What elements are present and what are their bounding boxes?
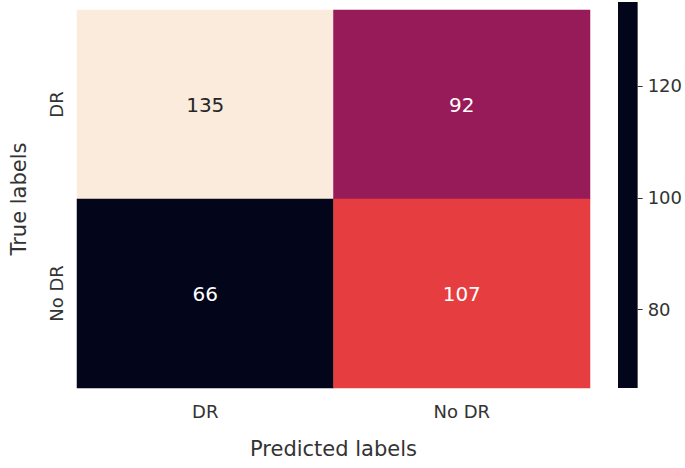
- svg-text:92: 92: [449, 93, 474, 117]
- svg-text:DR: DR: [192, 401, 218, 422]
- svg-text:Predicted labels: Predicted labels: [250, 437, 417, 461]
- svg-text:135: 135: [186, 93, 224, 117]
- svg-text:80: 80: [648, 299, 671, 320]
- svg-text:107: 107: [443, 282, 481, 306]
- svg-text:No DR: No DR: [433, 401, 490, 422]
- svg-text:100: 100: [648, 187, 682, 208]
- svg-text:120: 120: [648, 75, 682, 96]
- svg-text:66: 66: [193, 282, 218, 306]
- svg-text:No DR: No DR: [46, 265, 67, 322]
- svg-text:DR: DR: [46, 91, 67, 117]
- svg-text:True labels: True labels: [7, 142, 31, 256]
